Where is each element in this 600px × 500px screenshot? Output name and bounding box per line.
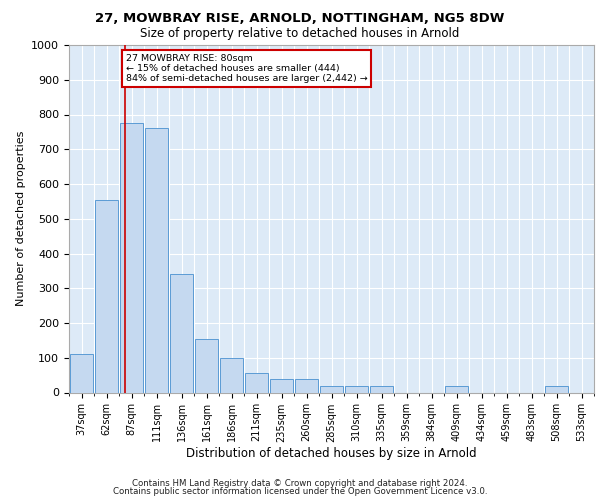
Bar <box>245 374 268 392</box>
Bar <box>95 200 118 392</box>
Text: 27 MOWBRAY RISE: 80sqm
← 15% of detached houses are smaller (444)
84% of semi-de: 27 MOWBRAY RISE: 80sqm ← 15% of detached… <box>126 54 367 84</box>
Bar <box>120 123 143 392</box>
Bar <box>345 386 368 392</box>
Bar <box>370 386 393 392</box>
Text: Size of property relative to detached houses in Arnold: Size of property relative to detached ho… <box>140 28 460 40</box>
Bar <box>70 354 93 393</box>
Text: Contains HM Land Registry data © Crown copyright and database right 2024.: Contains HM Land Registry data © Crown c… <box>132 478 468 488</box>
Bar <box>295 378 318 392</box>
Text: Contains public sector information licensed under the Open Government Licence v3: Contains public sector information licen… <box>113 487 487 496</box>
Bar <box>195 338 218 392</box>
Bar <box>170 274 193 392</box>
Y-axis label: Number of detached properties: Number of detached properties <box>16 131 26 306</box>
X-axis label: Distribution of detached houses by size in Arnold: Distribution of detached houses by size … <box>186 447 477 460</box>
Bar <box>220 358 243 392</box>
Bar <box>445 386 468 392</box>
Bar <box>545 386 568 392</box>
Bar <box>145 128 168 392</box>
Bar <box>270 378 293 392</box>
Bar <box>320 386 343 392</box>
Text: 27, MOWBRAY RISE, ARNOLD, NOTTINGHAM, NG5 8DW: 27, MOWBRAY RISE, ARNOLD, NOTTINGHAM, NG… <box>95 12 505 26</box>
